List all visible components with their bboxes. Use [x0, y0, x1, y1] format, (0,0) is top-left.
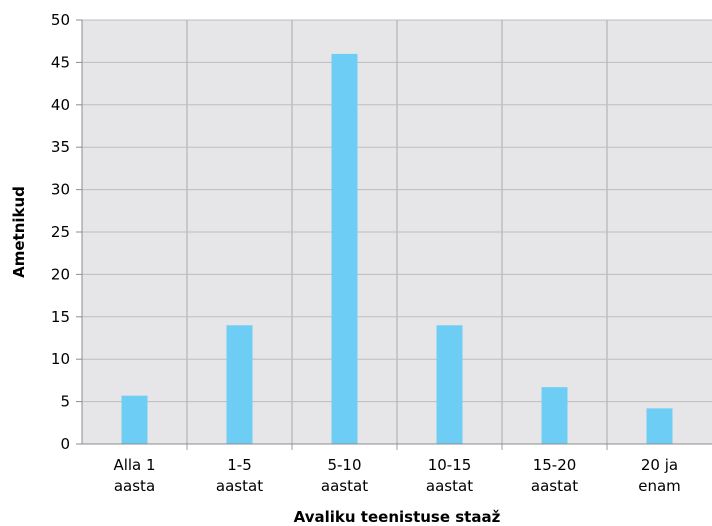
y-axis-ticks: 0 5 10 15 20 25 30 35 40 45 50 — [51, 11, 82, 453]
x-tick-label: enam — [638, 477, 681, 495]
bar — [436, 325, 463, 444]
y-tick-label: 5 — [60, 393, 70, 411]
y-tick-label: 35 — [51, 138, 70, 156]
y-axis-title: Ametnikud — [10, 186, 28, 278]
bar — [121, 395, 148, 444]
y-tick-label: 45 — [51, 53, 70, 71]
x-tick-label: 1-5 — [227, 456, 252, 474]
bar-series — [121, 53, 673, 445]
x-tick-label: 10-15 — [428, 456, 472, 474]
x-axis-title: Avaliku teenistuse staaž — [294, 508, 501, 526]
bar — [541, 387, 568, 444]
bar — [646, 408, 673, 444]
y-tick-label: 30 — [51, 181, 70, 199]
x-tick-label: 5-10 — [327, 456, 361, 474]
x-tick-label: 20 ja — [641, 456, 678, 474]
x-axis-ticks: Alla 1 aasta 1-5 aastat 5-10 aastat 10-15 aasta… — [113, 456, 680, 495]
y-tick-label: 15 — [51, 308, 70, 326]
x-tick-label: aastat — [216, 477, 263, 495]
x-tick-label: Alla 1 — [113, 456, 155, 474]
x-tick-label: aastat — [321, 477, 368, 495]
vertical-gridlines — [186, 20, 608, 450]
x-tick-label: 15-20 — [533, 456, 577, 474]
y-tick-label: 40 — [51, 96, 70, 114]
bar — [226, 325, 253, 444]
x-tick-label: aastat — [426, 477, 473, 495]
y-tick-label: 50 — [51, 11, 70, 29]
y-tick-label: 20 — [51, 265, 70, 283]
x-tick-label: aastat — [531, 477, 578, 495]
y-tick-label: 0 — [60, 435, 70, 453]
y-tick-label: 10 — [51, 350, 70, 368]
y-tick-label: 25 — [51, 223, 70, 241]
horizontal-gridlines — [82, 19, 712, 403]
x-tick-label: aasta — [114, 477, 155, 495]
bar — [331, 53, 358, 445]
